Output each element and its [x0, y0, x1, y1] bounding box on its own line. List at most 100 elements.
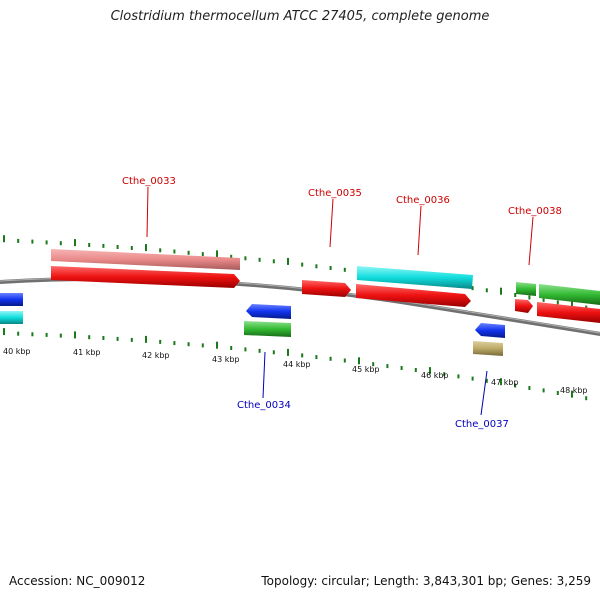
kbp-label: 46 kbp: [421, 371, 449, 380]
gene-cthe-0036-outer[interactable]: [357, 266, 473, 289]
minor-tick: [59, 333, 62, 338]
gene-cthe-0033[interactable]: [51, 266, 240, 288]
minor-tick: [528, 295, 531, 300]
gene-cthe-0034-outer[interactable]: [246, 304, 291, 319]
gene-partial-blue-left[interactable]: [0, 293, 23, 306]
genome-summary: Topology: circular; Length: 3,843,301 bp…: [261, 574, 591, 588]
minor-tick: [301, 262, 304, 267]
minor-tick: [343, 267, 346, 272]
gene-cthe-0037-outer[interactable]: [475, 323, 505, 338]
gene-labels: Cthe_0033 Cthe_0035 Cthe_0036 Cthe_0038 …: [122, 176, 562, 430]
kbp-label: 40 kbp: [3, 347, 31, 356]
minor-tick: [485, 378, 488, 383]
gene-partial-cyan-left[interactable]: [0, 311, 23, 324]
minor-tick: [258, 257, 261, 262]
genome-backbone-highlight: [0, 277, 600, 334]
minor-tick: [173, 249, 176, 254]
minor-tick: [258, 348, 261, 353]
minor-tick: [116, 245, 119, 249]
gene-label-cthe-0035[interactable]: Cthe_0035: [308, 188, 362, 199]
minor-tick: [31, 332, 34, 337]
gene-label-cthe-0038[interactable]: Cthe_0038: [508, 206, 562, 217]
minor-tick: [187, 250, 190, 255]
major-tick: [500, 287, 502, 295]
major-tick: [571, 300, 573, 307]
gene-cthe-0038-outer[interactable]: [516, 282, 536, 296]
major-tick: [216, 341, 218, 349]
gene-cthe-0037[interactable]: [473, 341, 503, 356]
major-tick: [3, 328, 5, 336]
minor-tick: [187, 342, 190, 347]
major-tick: [145, 244, 147, 252]
minor-tick: [88, 243, 91, 247]
gene-cthe-0033-outer[interactable]: [51, 249, 240, 270]
minor-tick: [230, 254, 233, 259]
kbp-label: 48 kbp: [560, 386, 588, 395]
kbp-label: 42 kbp: [142, 351, 170, 360]
major-tick: [358, 357, 360, 365]
label-leaders: [146, 186, 534, 416]
minor-tick: [386, 364, 389, 369]
minor-tick: [272, 259, 275, 264]
major-tick: [3, 235, 5, 243]
minor-tick: [315, 264, 318, 269]
forward-genes: [51, 249, 600, 323]
minor-tick: [130, 337, 133, 342]
kbp-label: 47 kbp: [491, 378, 519, 387]
kbp-label: 45 kbp: [352, 365, 380, 374]
minor-tick: [45, 332, 48, 337]
kbp-label: 44 kbp: [283, 360, 311, 369]
minor-tick: [301, 353, 304, 358]
gene-label-cthe-0033[interactable]: Cthe_0033: [122, 176, 176, 187]
minor-tick: [130, 246, 133, 250]
major-tick: [145, 335, 147, 343]
kbp-label: 41 kbp: [73, 348, 101, 357]
minor-tick: [485, 288, 488, 293]
minor-tick: [173, 341, 176, 346]
minor-tick: [31, 239, 34, 244]
reverse-genes: [0, 293, 505, 356]
minor-tick: [159, 248, 162, 253]
gene-label-cthe-0037[interactable]: Cthe_0037: [455, 419, 509, 430]
major-tick: [287, 257, 289, 265]
minor-tick: [556, 300, 559, 305]
minor-tick: [542, 297, 545, 302]
minor-tick: [17, 238, 20, 243]
minor-tick: [88, 335, 91, 340]
gene-cthe-0035[interactable]: [302, 280, 351, 297]
minor-tick: [59, 241, 62, 246]
minor-tick: [556, 391, 559, 395]
gene-label-cthe-0036[interactable]: Cthe_0036: [396, 195, 450, 206]
kbp-labels: 40 kbp 41 kbp 42 kbp 43 kbp 44 kbp 45 kb…: [3, 347, 588, 395]
minor-tick: [45, 240, 48, 245]
minor-tick: [471, 376, 474, 381]
gene-partial-green[interactable]: [539, 284, 600, 305]
minor-tick: [329, 356, 332, 361]
gene-label-cthe-0034[interactable]: Cthe_0034: [237, 400, 291, 411]
minor-tick: [244, 347, 247, 352]
gene-partial-red[interactable]: [537, 302, 600, 323]
major-tick: [571, 390, 573, 398]
gene-cthe-0034[interactable]: [244, 321, 291, 337]
major-tick: [216, 250, 218, 258]
minor-tick: [443, 372, 446, 377]
minor-tick: [272, 350, 275, 355]
minor-tick: [116, 336, 119, 341]
minor-tick: [585, 396, 588, 401]
minor-tick: [457, 374, 460, 379]
minor-tick: [159, 339, 162, 344]
minor-tick: [414, 368, 417, 372]
minor-tick: [102, 336, 105, 340]
minor-tick: [372, 362, 375, 367]
major-tick: [500, 378, 502, 386]
minor-tick: [244, 256, 247, 261]
minor-tick: [17, 331, 20, 336]
gene-cthe-0036[interactable]: [356, 284, 471, 307]
minor-tick: [514, 383, 517, 388]
minor-tick: [102, 243, 105, 248]
minor-tick: [343, 358, 346, 363]
gene-cthe-0038[interactable]: [515, 299, 533, 313]
accession-label: Accession: NC_009012: [9, 574, 146, 588]
minor-tick: [400, 366, 403, 370]
